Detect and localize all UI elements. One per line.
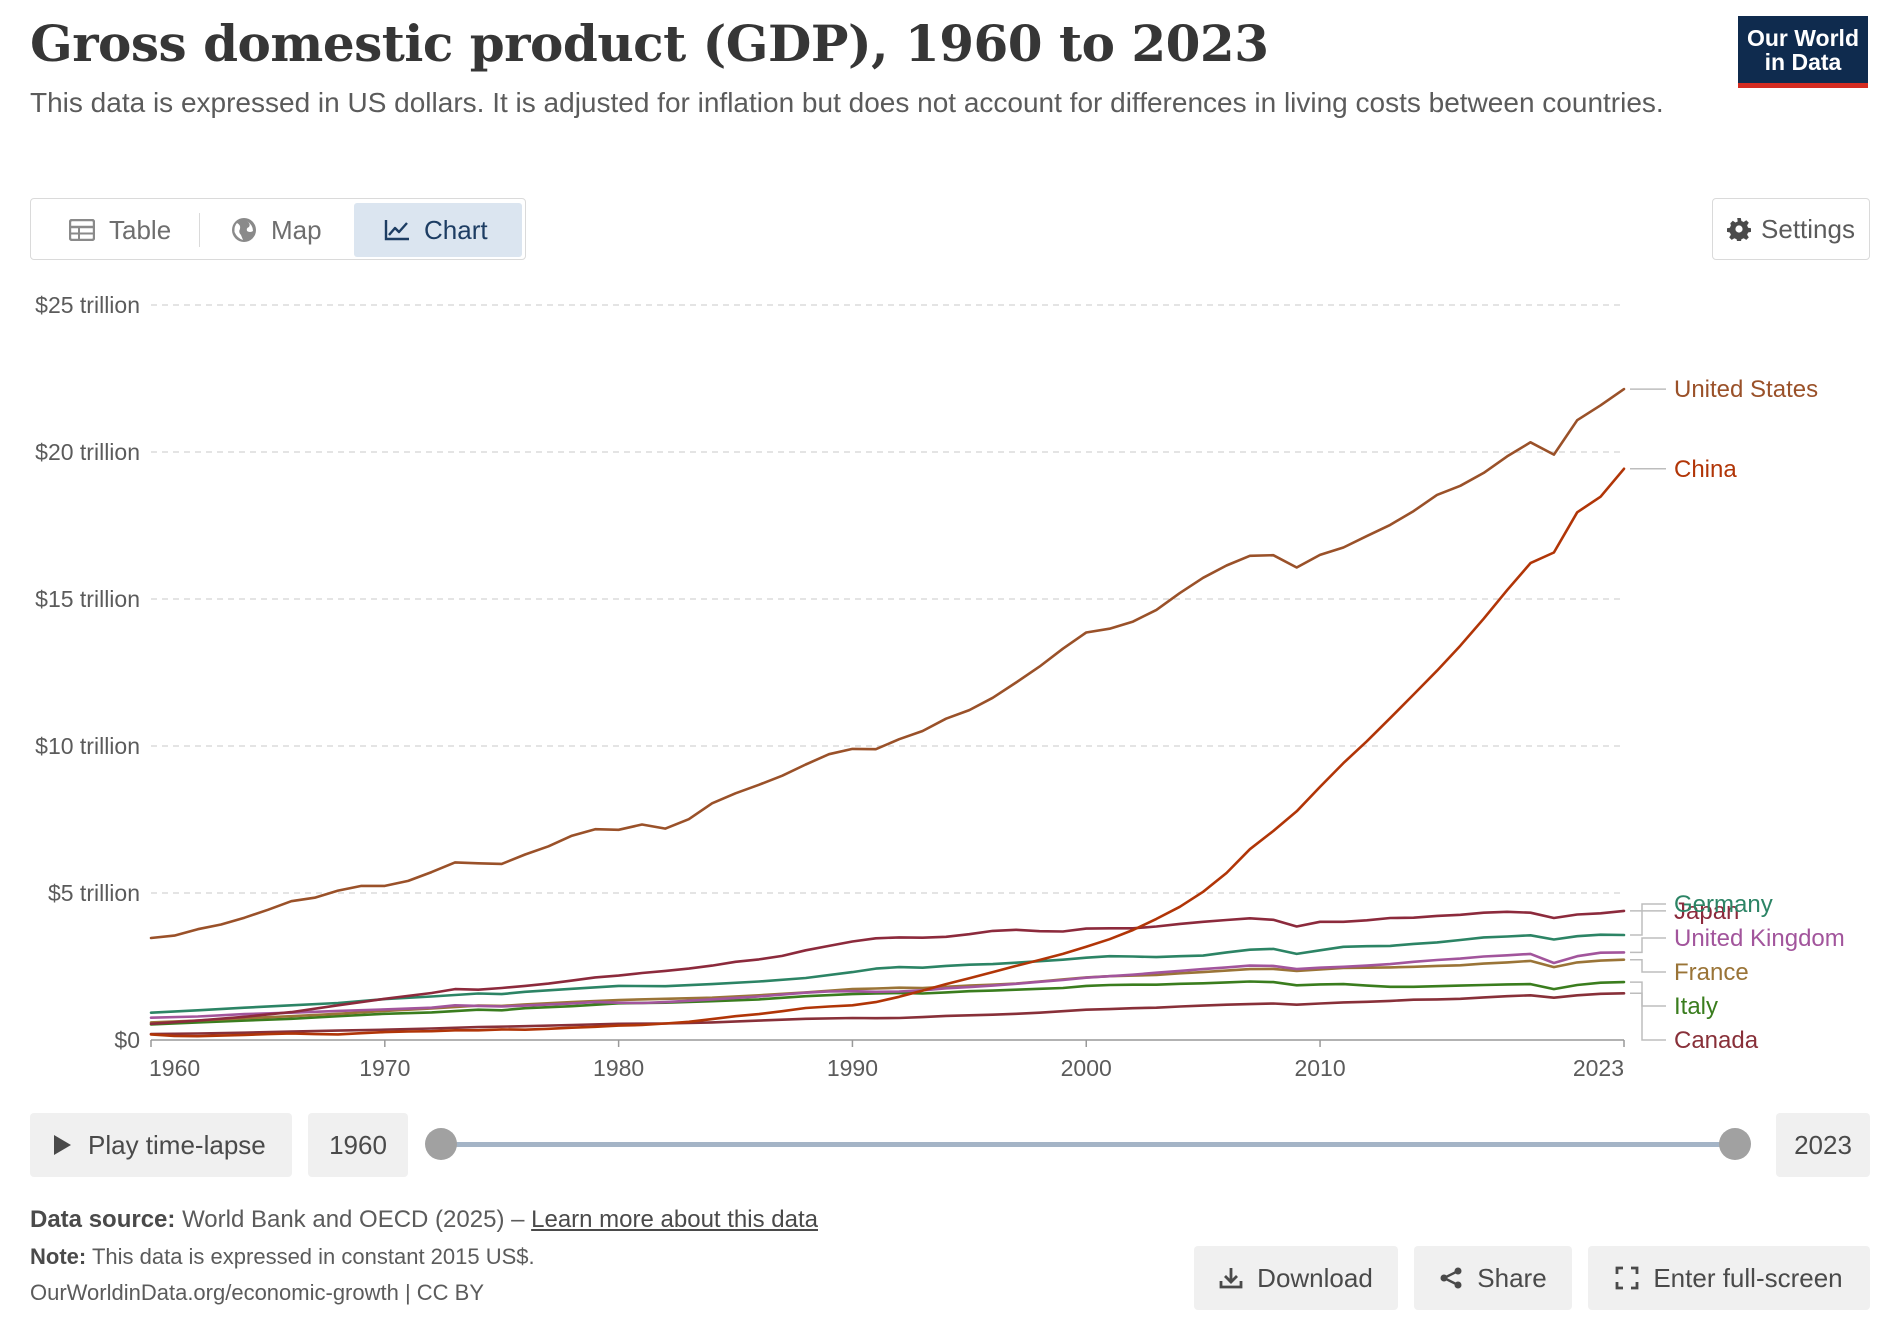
chart-subtitle: This data is expressed in US dollars. It… bbox=[30, 87, 1664, 118]
note-text: This data is expressed in constant 2015 … bbox=[91, 1244, 535, 1269]
timeline-end-handle[interactable] bbox=[1719, 1128, 1751, 1160]
series-line-japan bbox=[149, 909, 1626, 1026]
series-label-united-states: United States bbox=[1674, 376, 1818, 403]
play-label: Play time-lapse bbox=[88, 1129, 266, 1160]
logo-line-1: Our World bbox=[1746, 24, 1859, 51]
y-tick-label: $20 trillion bbox=[35, 439, 140, 465]
credit-line[interactable]: OurWorldinData.org/economic-growth | CC … bbox=[30, 1280, 485, 1305]
x-tick-label: 2000 bbox=[1061, 1055, 1112, 1081]
download-icon bbox=[1219, 1266, 1243, 1290]
y-tick-label: $25 trillion bbox=[35, 292, 140, 318]
settings-button[interactable]: Settings bbox=[1712, 198, 1870, 260]
y-tick-label: $0 bbox=[114, 1027, 140, 1053]
play-timelapse-button[interactable]: Play time-lapse bbox=[30, 1113, 292, 1177]
line-chart: $0 $5 trillion $10 trillion $15 trillion $20… bbox=[35, 292, 1845, 1081]
gear-icon bbox=[1727, 217, 1752, 241]
source-text: World Bank and OECD (2025) – bbox=[182, 1206, 525, 1233]
series-line-canada bbox=[149, 992, 1626, 1036]
share-icon bbox=[1439, 1266, 1463, 1290]
chart-title: Gross domestic product (GDP), 1960 to 20… bbox=[30, 14, 1269, 73]
y-tick-label: $5 trillion bbox=[48, 880, 140, 906]
share-label: Share bbox=[1477, 1262, 1547, 1293]
tab-table[interactable]: Table bbox=[35, 203, 193, 257]
tab-table-label: Table bbox=[109, 214, 172, 245]
series-label-france: France bbox=[1674, 959, 1749, 986]
x-tick-label: 1970 bbox=[359, 1055, 410, 1081]
data-source-line: Data source: World Bank and OECD (2025) … bbox=[30, 1206, 818, 1234]
view-tabs: Table Map Chart bbox=[30, 198, 526, 260]
series-line-united-kingdom bbox=[149, 951, 1626, 1019]
fullscreen-icon bbox=[1615, 1266, 1639, 1290]
table-icon bbox=[69, 219, 95, 241]
label-connector bbox=[1630, 937, 1666, 954]
series-line-united-states bbox=[149, 387, 1626, 940]
label-connector bbox=[1630, 958, 1666, 973]
series-label-japan: Japan bbox=[1674, 898, 1739, 925]
series-label-germany: Germany bbox=[1674, 891, 1773, 918]
label-connector bbox=[1630, 992, 1666, 1041]
series-label-china: China bbox=[1674, 456, 1737, 483]
label-connector bbox=[1630, 903, 1666, 936]
fullscreen-button[interactable]: Enter full-screen bbox=[1588, 1246, 1870, 1310]
owid-logo[interactable]: Our World in Data bbox=[1738, 16, 1868, 88]
tab-chart-label: Chart bbox=[424, 214, 488, 245]
x-tick-label: 1990 bbox=[827, 1055, 878, 1081]
series-line-italy bbox=[149, 980, 1626, 1026]
end-year-box[interactable]: 2023 bbox=[1776, 1113, 1870, 1177]
label-connector bbox=[1630, 981, 1666, 1007]
note-label: Note: bbox=[30, 1244, 87, 1269]
logo-line-2: in Data bbox=[1764, 48, 1842, 75]
tab-divider bbox=[199, 213, 200, 247]
x-tick-label: 1980 bbox=[593, 1055, 644, 1081]
play-icon bbox=[52, 1134, 72, 1156]
series-label-canada: Canada bbox=[1674, 1027, 1759, 1054]
learn-more-link[interactable]: Learn more about this data bbox=[531, 1206, 818, 1233]
tab-map[interactable]: Map bbox=[201, 203, 381, 257]
y-tick-label: $10 trillion bbox=[35, 733, 140, 759]
settings-label: Settings bbox=[1761, 213, 1855, 244]
y-tick-label: $15 trillion bbox=[35, 586, 140, 612]
fullscreen-label: Enter full-screen bbox=[1653, 1262, 1843, 1293]
tab-chart[interactable]: Chart bbox=[354, 203, 522, 257]
source-label: Data source: bbox=[30, 1206, 176, 1233]
series-label-italy: Italy bbox=[1674, 993, 1718, 1020]
x-tick-label: 2023 bbox=[1573, 1055, 1624, 1081]
timeline-start-handle[interactable] bbox=[425, 1128, 457, 1160]
start-year-box[interactable]: 1960 bbox=[308, 1113, 408, 1177]
note-line: Note: This data is expressed in constant… bbox=[30, 1244, 535, 1270]
series-label-united-kingdom: United Kingdom bbox=[1674, 925, 1845, 952]
x-tick-label: 2010 bbox=[1294, 1055, 1345, 1081]
series-line-germany bbox=[149, 933, 1626, 1014]
share-button[interactable]: Share bbox=[1414, 1246, 1572, 1310]
series-line-china bbox=[149, 467, 1626, 1038]
line-chart-icon bbox=[384, 219, 410, 241]
tab-map-label: Map bbox=[271, 214, 322, 245]
download-label: Download bbox=[1257, 1262, 1373, 1293]
download-button[interactable]: Download bbox=[1194, 1246, 1398, 1310]
timeline-track[interactable] bbox=[442, 1142, 1736, 1147]
x-tick-label: 1960 bbox=[149, 1055, 200, 1081]
globe-icon bbox=[231, 217, 257, 243]
